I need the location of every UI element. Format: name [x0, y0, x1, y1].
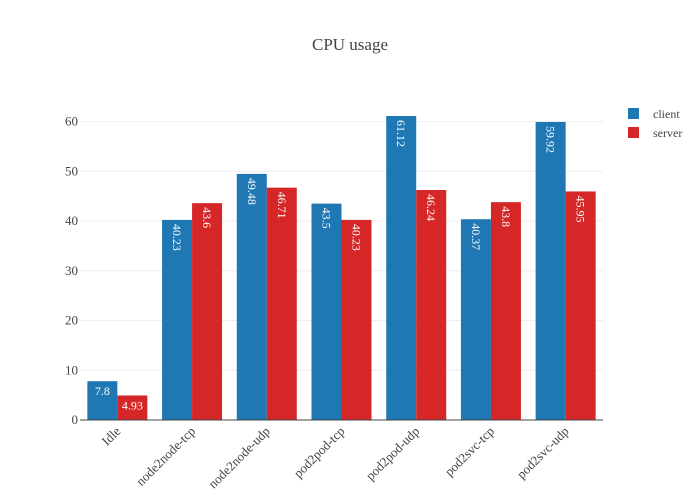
bar-server-node2node-tcp[interactable]	[192, 203, 223, 420]
data-label: 46.24	[424, 194, 438, 221]
data-label: 43.8	[499, 206, 513, 227]
data-label: 46.71	[275, 192, 289, 219]
bar-client-pod2svc-tcp[interactable]	[460, 219, 491, 420]
bar-client-node2node-udp[interactable]	[236, 173, 267, 420]
data-label: 40.37	[469, 223, 483, 250]
data-label: 43.6	[200, 207, 214, 228]
y-tick-label: 30	[65, 263, 78, 278]
x-tick-label: pod2svc-tcp	[442, 424, 498, 480]
data-label: 45.95	[574, 195, 588, 222]
bar-client-Idle[interactable]	[87, 381, 118, 420]
data-label: 40.23	[170, 224, 184, 251]
bars: 7.8 4.93 40.23 43.6 49.48 46.71 43.5 40.23 61.12…	[87, 116, 596, 420]
x-tick-label: pod2pod-tcp	[291, 424, 348, 481]
bar-client-pod2pod-udp[interactable]	[386, 116, 417, 420]
x-tick-label: pod2pod-udp	[363, 424, 423, 484]
legend-label-server[interactable]: server	[653, 126, 682, 140]
y-tick-label: 0	[72, 412, 79, 427]
bar-server-node2node-udp[interactable]	[266, 187, 297, 420]
bar-server-pod2svc-udp[interactable]	[565, 191, 596, 420]
legend-swatch-server[interactable]	[628, 127, 639, 138]
data-label: 7.8	[95, 384, 110, 398]
data-label: 59.92	[544, 126, 558, 153]
bar-server-pod2pod-udp[interactable]	[416, 190, 447, 420]
y-tick-label: 60	[65, 114, 78, 129]
x-tick-label: pod2svc-udp	[514, 424, 572, 482]
y-tick-label: 20	[65, 313, 78, 328]
legend-label-client[interactable]: client	[653, 107, 680, 121]
x-tick-label: node2node-udp	[205, 424, 273, 492]
x-tick-label: node2node-tcp	[133, 424, 198, 489]
bar-client-pod2pod-tcp[interactable]	[311, 203, 342, 420]
bar-server-Idle[interactable]	[117, 395, 148, 420]
y-tick-label: 50	[65, 163, 78, 178]
bar-server-pod2pod-tcp[interactable]	[341, 219, 372, 420]
bar-client-node2node-tcp[interactable]	[162, 219, 193, 420]
data-label: 49.48	[245, 178, 259, 205]
y-tick-label: 10	[65, 362, 78, 377]
bar-client-pod2svc-udp[interactable]	[535, 121, 566, 420]
chart-title: CPU usage	[312, 35, 388, 54]
legend[interactable]: client server	[628, 107, 682, 140]
bar-server-pod2svc-tcp[interactable]	[490, 202, 521, 420]
data-label: 40.23	[350, 224, 364, 251]
data-label: 43.5	[320, 208, 334, 229]
data-label: 61.12	[394, 120, 408, 147]
data-label: 4.93	[122, 398, 143, 412]
y-tick-label: 40	[65, 213, 78, 228]
x-tick-label: Idle	[99, 423, 124, 448]
legend-swatch-client[interactable]	[628, 108, 639, 119]
